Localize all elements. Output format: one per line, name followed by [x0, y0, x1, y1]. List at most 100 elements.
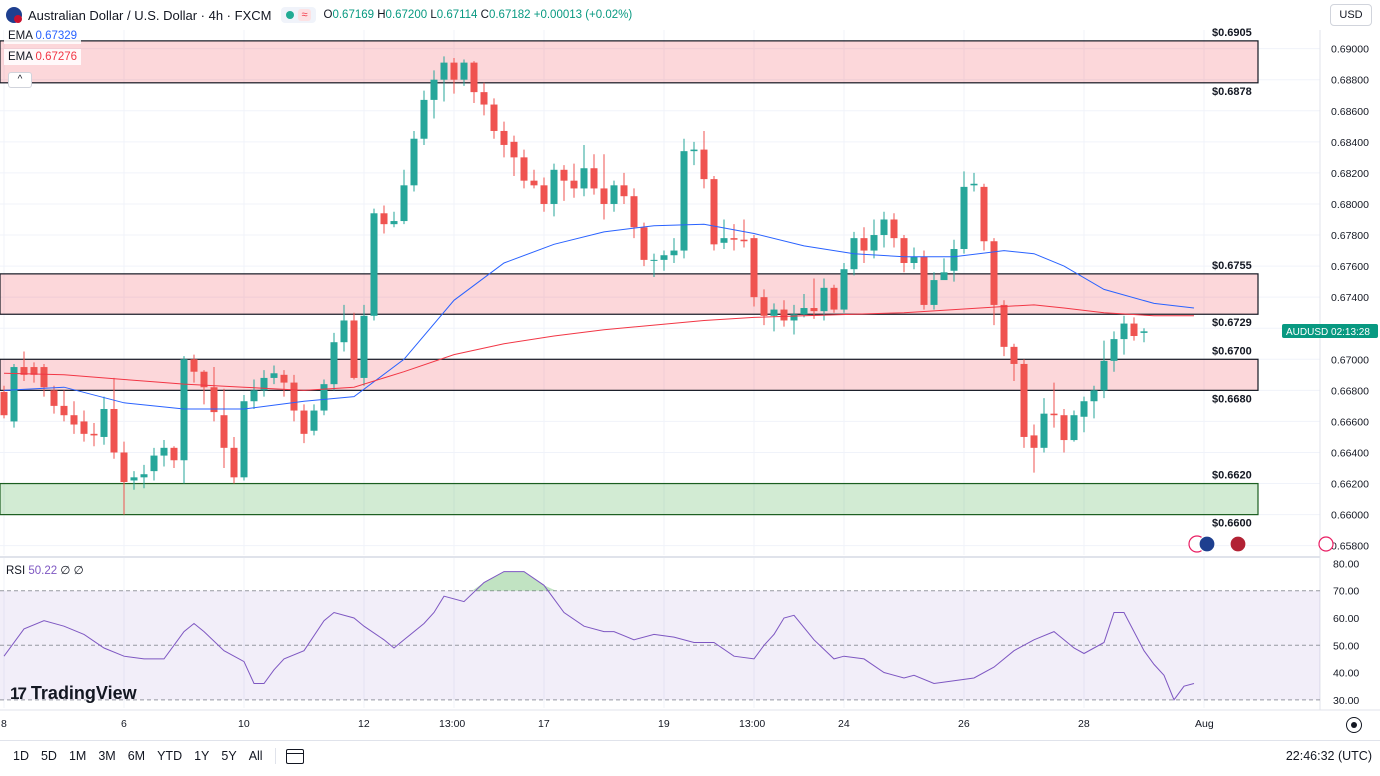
ohlc-high: 0.67200 [385, 9, 428, 21]
chart-canvas[interactable]: $0.6905 $0.6878 $0.6755 $0.6729 $0.6700 $0.66… [0, 0, 1380, 740]
candle-down [70, 415, 78, 425]
candle-up [970, 183, 978, 186]
timeframe-6m[interactable]: 6M [127, 749, 146, 763]
rsi-tick-label: 70.00 [1333, 586, 1359, 598]
candle-down [490, 104, 498, 131]
symbol-title[interactable]: Australian Dollar / U.S. Dollar · 4h · F… [28, 7, 272, 23]
candle-down [190, 359, 198, 372]
timeframe-5y[interactable]: 5Y [221, 749, 237, 763]
candle-up [180, 359, 188, 461]
candle-down [740, 239, 748, 242]
candle-up [250, 390, 258, 402]
candle-up [660, 255, 668, 260]
candle-down [560, 169, 568, 181]
rsi-tick-label: 40.00 [1333, 668, 1359, 680]
ohlc-readout: O0.67169 H0.67200 L0.67114 C0.67182 +0.0… [324, 9, 633, 21]
timeframe-3m[interactable]: 3M [98, 749, 116, 763]
candle-down [450, 62, 458, 80]
time-tick-label: 26 [958, 718, 970, 730]
zone-resistance-0 [0, 40, 1259, 84]
time-tick-label: 28 [1078, 718, 1090, 730]
time-tick-label: 6 [121, 718, 127, 730]
ema-red-legend[interactable]: EMA 0.67276 [4, 49, 82, 65]
candle-down [1060, 415, 1068, 441]
candle-up [720, 238, 728, 243]
candle-up [150, 455, 158, 472]
candle-up [100, 408, 108, 437]
date-range-calendar-icon[interactable] [285, 748, 304, 764]
candle-up [410, 138, 418, 186]
price-tick-label: 0.66800 [1331, 385, 1369, 397]
tradingview-logo[interactable]: 17 TradingView [10, 683, 137, 704]
candle-down [810, 308, 818, 312]
candle-down [1130, 323, 1138, 336]
candle-down [230, 447, 238, 478]
timeframe-5d[interactable]: 5D [40, 749, 57, 763]
chart-settings-gear-icon[interactable] [1346, 717, 1362, 733]
time-tick-label: Aug [1195, 718, 1214, 730]
timeframe-all[interactable]: All [248, 749, 263, 763]
collapse-legend-button[interactable]: ^ [8, 72, 32, 88]
timeframe-1y[interactable]: 1Y [194, 749, 210, 763]
candle-down [530, 180, 538, 186]
candle-up [1140, 331, 1148, 333]
time-tick-label: 24 [838, 718, 850, 730]
candle-down [300, 410, 308, 434]
candle-up [680, 151, 688, 251]
ohlc-high-key: H [377, 9, 386, 21]
tradingview-wordmark: TradingView [30, 683, 137, 703]
candle-down [900, 238, 908, 263]
candle-down [0, 391, 8, 416]
price-tick-label: 0.67600 [1331, 261, 1369, 273]
price-tick-label: 0.65800 [1331, 541, 1369, 553]
candle-down [80, 421, 88, 434]
candle-down [60, 405, 68, 416]
candle-up [360, 315, 368, 378]
timeframe-ytd[interactable]: YTD [157, 749, 183, 763]
chart-header: Australian Dollar / U.S. Dollar · 4h · F… [0, 0, 1300, 30]
candle-down [710, 179, 718, 245]
event-marker-edge-icon[interactable] [1318, 536, 1334, 552]
price-tick-label: 0.68200 [1331, 168, 1369, 180]
candle-up [940, 272, 948, 281]
candle-down [590, 168, 598, 189]
ema-blue-value: 0.67329 [35, 30, 78, 42]
ema-blue-legend[interactable]: EMA 0.67329 [4, 28, 82, 44]
candle-down [1000, 304, 1008, 347]
price-tag-bg [1282, 324, 1378, 339]
currency-button[interactable]: USD [1330, 4, 1372, 26]
zone-top-label: $0.6755 [1212, 260, 1252, 272]
tradingview-mark-icon: 17 [10, 683, 27, 703]
ema-blue-label: EMA [8, 30, 33, 42]
timeframe-1d[interactable]: 1D [13, 749, 29, 763]
candle-down [50, 390, 58, 406]
candle-up [790, 314, 798, 321]
usd-flag-event-icon[interactable] [1229, 535, 1247, 553]
candle-down [40, 367, 48, 388]
utc-clock[interactable]: 22:46:32 (UTC) [1285, 749, 1372, 763]
candle-up [690, 149, 698, 152]
zone-support-3 [0, 482, 1259, 516]
rsi-legend[interactable]: RSI 50.22 ∅ ∅ [6, 563, 84, 577]
candle-up [1070, 415, 1078, 441]
market-status[interactable]: ≈ [281, 7, 316, 23]
candle-down [830, 287, 838, 310]
price-tick-label: 0.68800 [1331, 75, 1369, 87]
candle-down [540, 185, 548, 204]
time-tick-label: 12 [358, 718, 370, 730]
ohlc-low: 0.67114 [436, 9, 478, 21]
aud-flag-event-icon[interactable] [1198, 535, 1216, 553]
time-tick-label: 13:00 [439, 718, 465, 730]
zone-bottom-label: $0.6680 [1212, 393, 1252, 405]
candle-up [770, 309, 778, 316]
timeframe-1m[interactable]: 1M [68, 749, 87, 763]
price-tick-label: 0.66600 [1331, 416, 1369, 428]
candle-down [120, 452, 128, 482]
candle-down [500, 130, 508, 145]
candle-down [210, 387, 218, 413]
rsi-value: 50.22 [28, 565, 58, 577]
candle-down [890, 219, 898, 239]
market-open-dot-icon [286, 11, 295, 19]
candle-up [840, 269, 848, 310]
candle-up [140, 474, 148, 478]
